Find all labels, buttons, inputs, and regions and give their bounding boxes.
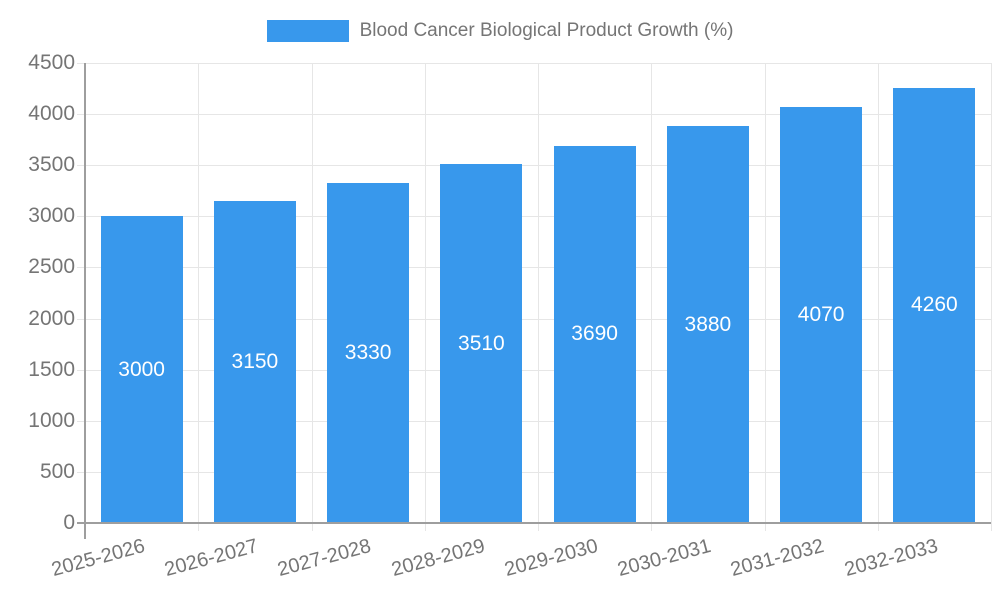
y-gridline xyxy=(77,216,991,218)
bar-2029-2030[interactable] xyxy=(554,145,636,523)
y-axis-tick-label: 3000 xyxy=(28,204,75,228)
bar-value-label: 4260 xyxy=(911,293,958,317)
y-axis-line xyxy=(84,63,86,539)
x-axis-tick-label: 2025-2026 xyxy=(49,535,148,582)
y-axis-tick-label: 3500 xyxy=(28,153,75,177)
x-gridline xyxy=(311,63,313,531)
bar-2027-2028[interactable] xyxy=(327,182,409,523)
x-axis-tick-label: 2032-2033 xyxy=(841,535,941,582)
bar-value-label: 3330 xyxy=(344,340,392,364)
y-gridline xyxy=(77,114,991,116)
bar-2025-2026[interactable] xyxy=(101,216,183,523)
bar-value-label: 3000 xyxy=(118,357,165,381)
x-gridline xyxy=(651,63,653,531)
bar-value-label: 3150 xyxy=(231,350,279,373)
y-gridline xyxy=(77,165,991,167)
y-gridline xyxy=(77,318,991,320)
x-gridline xyxy=(764,63,766,531)
y-axis-tick-label: 0 xyxy=(63,511,75,534)
y-gridline xyxy=(77,63,991,64)
bar-2030-2031[interactable] xyxy=(667,126,749,523)
x-gridline xyxy=(991,63,992,531)
bar-2032-2033[interactable] xyxy=(893,87,975,523)
bar-2031-2032[interactable] xyxy=(780,106,862,523)
x-axis-baseline xyxy=(77,522,991,524)
y-axis-tick-label: 1500 xyxy=(28,357,75,381)
y-axis-tick-label: 1000 xyxy=(28,408,75,432)
y-axis-tick-label: 500 xyxy=(39,459,75,483)
legend-label: Blood Cancer Biological Product Growth (… xyxy=(359,20,734,41)
legend-swatch xyxy=(266,20,349,42)
y-gridline xyxy=(77,267,991,269)
y-axis-tick-label: 4500 xyxy=(28,51,75,74)
bar-value-label: 4070 xyxy=(797,302,845,326)
y-gridline xyxy=(77,420,991,422)
y-gridline xyxy=(77,471,991,473)
x-axis-tick-label: 2027-2028 xyxy=(275,535,374,582)
y-gridline xyxy=(77,369,991,371)
bar-2026-2027[interactable] xyxy=(214,201,296,523)
bar-value-label: 3510 xyxy=(458,331,505,355)
bar-2028-2029[interactable] xyxy=(440,164,522,523)
y-axis-tick-label: 2000 xyxy=(28,306,75,330)
x-axis-tick-label: 2028-2029 xyxy=(388,535,488,582)
y-axis-tick-label: 4000 xyxy=(28,102,75,126)
plot-area: 0 500 1000 1500 2000 2500 3000 3500 4000 4500 3000… xyxy=(28,52,992,581)
x-gridline xyxy=(424,63,426,531)
chart-legend[interactable]: Blood Cancer Biological Product Growth (… xyxy=(0,20,1000,42)
x-gridline xyxy=(538,63,539,531)
bar-value-label: 3880 xyxy=(684,312,732,336)
x-gridline xyxy=(877,63,879,531)
x-axis-tick-label: 2031-2032 xyxy=(728,535,827,582)
x-gridline xyxy=(198,63,200,531)
y-axis-tick-label: 2500 xyxy=(28,255,75,279)
x-axis-tick-label: 2030-2031 xyxy=(615,535,714,582)
x-axis-tick-label: 2026-2027 xyxy=(162,535,261,582)
bar-value-label: 3690 xyxy=(571,322,618,346)
x-axis-tick-label: 2029-2030 xyxy=(502,535,601,582)
